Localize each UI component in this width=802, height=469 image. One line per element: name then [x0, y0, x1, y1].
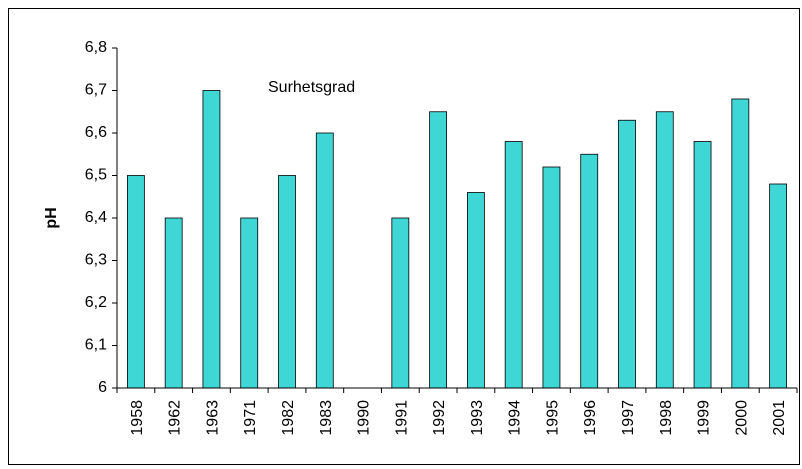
bar [731, 98, 750, 389]
x-tick-label: 1991 [393, 400, 410, 436]
x-tick-label: 1996 [582, 400, 599, 436]
x-tick-label: 1983 [318, 400, 335, 436]
bar [164, 217, 183, 389]
bar [315, 132, 334, 389]
y-tick-label: 6,2 [85, 294, 107, 311]
y-tick-label: 6,1 [85, 337, 107, 354]
y-axis-label: pH [43, 207, 60, 228]
bar [580, 153, 599, 389]
x-tick-label: 1962 [167, 400, 184, 436]
y-tick-label: 6,3 [85, 252, 107, 269]
y-tick-label: 6,4 [85, 209, 107, 226]
bar [126, 175, 145, 389]
x-tick-label: 1994 [507, 400, 524, 436]
bar [769, 183, 788, 389]
x-tick-label: 1982 [280, 400, 297, 436]
bar [693, 141, 712, 389]
bar [618, 119, 636, 389]
y-tick-label: 6,5 [85, 167, 107, 184]
x-tick-label: 1963 [204, 400, 221, 436]
bar [504, 141, 523, 389]
bar [466, 192, 485, 389]
bar [429, 111, 448, 389]
x-tick-label: 1993 [469, 400, 486, 436]
y-tick-label: 6,8 [85, 39, 107, 56]
y-tick-label: 6,6 [85, 124, 107, 141]
x-tick-label: 1971 [242, 400, 259, 436]
x-tick-label: 1998 [658, 400, 675, 436]
x-tick-label: 1999 [696, 400, 713, 436]
x-tick-label: 2000 [733, 400, 750, 436]
x-tick-label: 2001 [771, 400, 788, 436]
y-tick-label: 6 [98, 379, 107, 396]
bar [240, 217, 259, 389]
bar [391, 217, 410, 389]
x-tick-label: 1995 [544, 400, 561, 436]
bar [655, 111, 674, 389]
x-tick-label: 1992 [431, 400, 448, 436]
x-tick-label: 1997 [620, 400, 637, 436]
bar [202, 90, 221, 389]
x-tick-label: 1990 [356, 400, 373, 436]
x-tick-label: 1958 [129, 400, 146, 436]
annotation: Surhetsgrad [268, 79, 355, 96]
bar [278, 175, 296, 389]
y-tick-label: 6,7 [85, 82, 107, 99]
bar [542, 166, 561, 389]
